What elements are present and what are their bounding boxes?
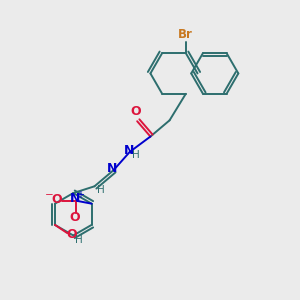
Text: O: O: [131, 105, 141, 118]
Text: −: −: [45, 190, 54, 200]
Text: N: N: [107, 162, 118, 176]
Text: Br: Br: [178, 28, 193, 41]
Text: H: H: [132, 150, 140, 161]
Text: N: N: [70, 193, 80, 206]
Text: O: O: [51, 193, 62, 206]
Text: H: H: [75, 235, 82, 244]
Text: O: O: [70, 211, 80, 224]
Text: O: O: [66, 228, 77, 241]
Text: N: N: [123, 144, 134, 157]
Text: H: H: [97, 185, 105, 195]
Text: +: +: [76, 190, 84, 200]
